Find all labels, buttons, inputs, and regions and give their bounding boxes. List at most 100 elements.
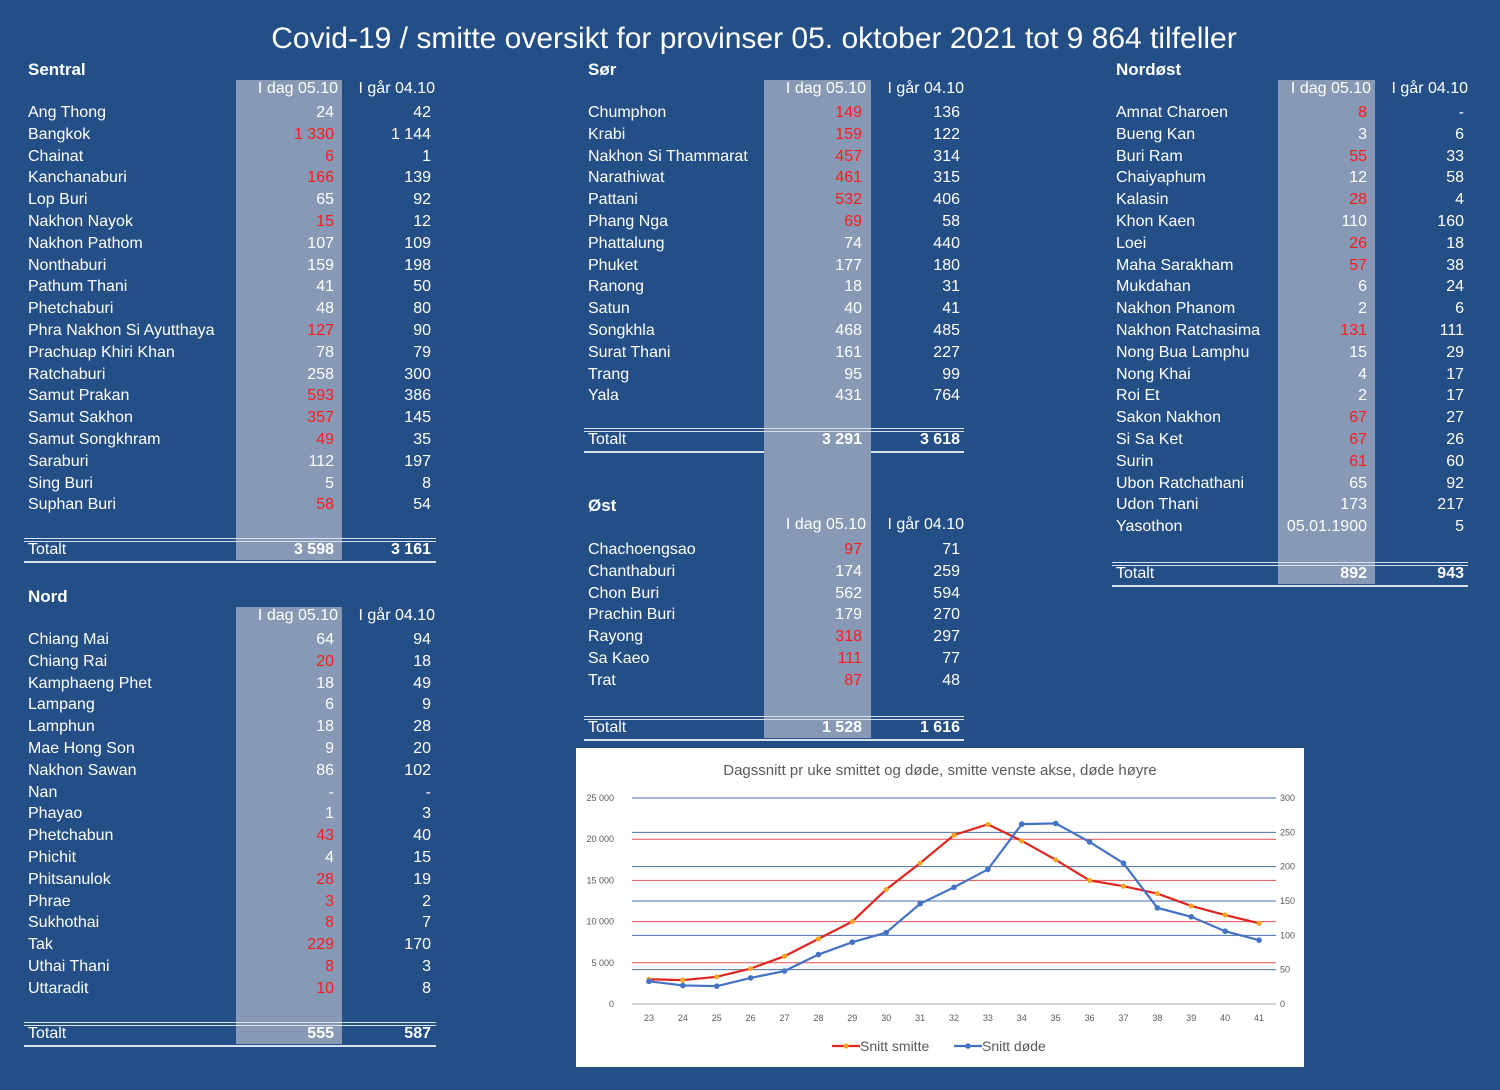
value-today: 4 xyxy=(325,849,334,866)
province-name: Prachin Buri xyxy=(588,606,676,624)
table-row: Si Sa Ket 67 26 xyxy=(1116,429,1464,451)
table-row: Samut Songkhram 49 35 xyxy=(28,429,431,451)
value-today: 161 xyxy=(835,343,862,361)
table-row: Yasothon 05.01.1900 5 xyxy=(1116,516,1464,538)
value-yesterday: 41 xyxy=(942,300,960,318)
value-yesterday: - xyxy=(1458,104,1464,121)
value-today: 457 xyxy=(835,147,862,165)
point-snitt-dode xyxy=(747,975,754,981)
value-today: 468 xyxy=(835,322,862,339)
column-header-today: I dag 05.10 xyxy=(785,516,866,533)
total-label: Totalt xyxy=(1116,565,1155,582)
value-yesterday: 7 xyxy=(422,914,431,932)
value-today: 229 xyxy=(307,936,334,954)
total-today: 892 xyxy=(1340,565,1367,582)
table-row: Satun 40 41 xyxy=(588,298,960,320)
province-name: Uttaradit xyxy=(28,979,89,997)
x-tick-label: 40 xyxy=(1220,1013,1230,1023)
total-rule xyxy=(584,431,964,432)
point-snitt-dode xyxy=(1222,928,1228,935)
value-today: 107 xyxy=(307,234,334,252)
x-tick-label: 24 xyxy=(678,1013,688,1023)
value-yesterday: 4 xyxy=(1455,191,1464,209)
point-snitt-smitte xyxy=(1086,877,1093,883)
value-today: 318 xyxy=(835,628,862,646)
x-tick-label: 36 xyxy=(1085,1013,1095,1023)
x-tick-label: 34 xyxy=(1017,1013,1027,1023)
point-snitt-dode xyxy=(1256,937,1262,943)
chart-title: Dagssnitt pr uke smittet og døde, smitte… xyxy=(723,762,1157,779)
column-header-today: I dag 05.10 xyxy=(257,80,338,97)
province-name: Sing Buri xyxy=(28,474,93,492)
value-today: 24 xyxy=(316,104,334,121)
province-name: Lampang xyxy=(28,696,95,714)
table-row: Kamphaeng Phet 18 49 xyxy=(28,673,431,695)
table-row: Roi Et 2 17 xyxy=(1116,385,1464,407)
point-snitt-dode xyxy=(646,978,652,985)
y-left-tick-label: 10 000 xyxy=(586,917,614,927)
point-snitt-smitte xyxy=(883,886,889,893)
value-yesterday: 92 xyxy=(413,191,431,209)
province-name: Ubon Ratchathani xyxy=(1116,474,1245,492)
table-row: Kanchanaburi 166 139 xyxy=(28,167,431,189)
region-heading: Nord xyxy=(28,587,68,606)
table-row: Phrae 3 2 xyxy=(28,891,431,913)
province-name: Phattalung xyxy=(588,234,665,252)
value-today: 166 xyxy=(307,169,334,187)
y-right-tick-label: 0 xyxy=(1280,999,1285,1009)
province-name: Nakhon Ratchasima xyxy=(1116,322,1261,339)
value-today: 67 xyxy=(1349,431,1367,448)
province-name: Songkhla xyxy=(588,322,655,339)
table-row: Amnat Charoen 8 - xyxy=(1116,102,1464,124)
region-heading: Øst xyxy=(588,496,617,515)
point-snitt-dode xyxy=(883,929,890,936)
total-row: Totalt 1 528 1 616 xyxy=(588,717,960,739)
point-snitt-dode xyxy=(1052,820,1059,827)
value-today: 112 xyxy=(308,452,334,470)
province-name: Phetchabun xyxy=(28,827,114,845)
total-rule xyxy=(584,716,964,717)
province-name: Nan xyxy=(28,783,58,801)
point-snitt-dode xyxy=(1154,905,1161,911)
value-yesterday: 18 xyxy=(413,652,431,670)
province-name: Pathum Thani xyxy=(28,278,128,296)
table-row: Phichit 4 15 xyxy=(28,847,431,869)
point-snitt-smitte xyxy=(917,860,923,866)
value-today: 149 xyxy=(835,104,862,121)
value-today: 57 xyxy=(1349,256,1367,274)
value-yesterday: 406 xyxy=(933,191,960,209)
value-today: 4 xyxy=(1358,365,1367,383)
province-name: Chiang Mai xyxy=(28,631,109,648)
value-today: 41 xyxy=(316,278,334,296)
table-row: Krabi 159 122 xyxy=(588,124,960,146)
table-row: Ang Thong 24 42 xyxy=(28,102,431,124)
total-rule xyxy=(1112,565,1468,566)
table-row: Prachin Buri 179 270 xyxy=(588,604,960,626)
region-heading: Sentral xyxy=(28,60,86,79)
value-today: 3 xyxy=(1358,125,1367,143)
table-row: Chumphon 149 136 xyxy=(588,102,960,124)
value-today: 131 xyxy=(1340,322,1367,339)
province-name: Chiang Rai xyxy=(28,652,108,670)
province-name: Nong Khai xyxy=(1116,365,1191,383)
table-row: Sukhothai 8 7 xyxy=(28,912,431,934)
y-right-tick-label: 150 xyxy=(1280,896,1295,906)
table-row: Chiang Rai 20 18 xyxy=(28,651,431,673)
table-row: Ubon Ratchathani 65 92 xyxy=(1116,473,1464,495)
value-today: 95 xyxy=(844,365,862,383)
value-today: 65 xyxy=(1349,474,1367,492)
total-yesterday: 587 xyxy=(404,1025,431,1042)
point-snitt-smitte xyxy=(748,965,754,972)
province-name: Lop Buri xyxy=(28,191,88,209)
province-name: Tak xyxy=(28,936,53,954)
value-today: 177 xyxy=(835,256,862,274)
line-chart: 0 5 000 10 000 15 000 20 000 25 000 0 50 100 150 2… xyxy=(586,793,1295,1054)
table-row: Phetchaburi 48 80 xyxy=(28,298,431,320)
region-heading: Sør xyxy=(588,60,617,79)
value-today: 173 xyxy=(1340,496,1367,514)
value-today: 74 xyxy=(844,234,862,252)
province-name: Khon Kaen xyxy=(1116,213,1196,230)
province-name: Chanthaburi xyxy=(588,562,676,580)
province-name: Kalasin xyxy=(1116,191,1169,209)
value-yesterday: 19 xyxy=(413,870,431,888)
